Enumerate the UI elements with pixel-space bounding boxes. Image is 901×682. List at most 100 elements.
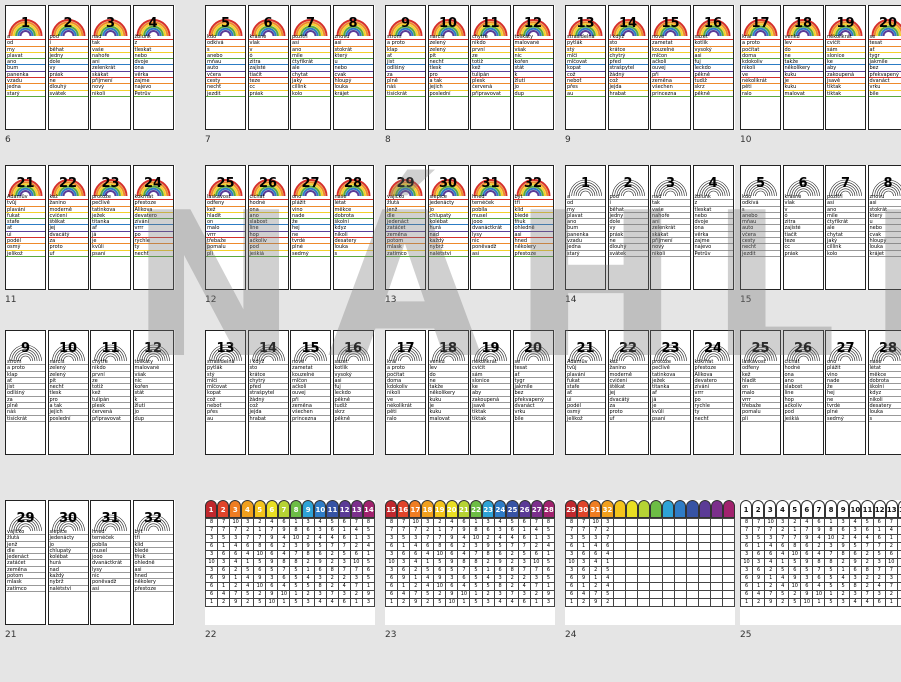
grid-cell: 7	[776, 534, 790, 543]
grid-cell: 9	[433, 574, 447, 583]
grid-cell: 3	[872, 558, 886, 567]
grid-cell	[673, 550, 687, 559]
grid-cell: 10	[229, 518, 243, 527]
card-word: fňuk	[513, 219, 553, 226]
card-word: pro	[428, 72, 468, 79]
grid-cell: 7	[265, 526, 279, 535]
card-word: několikery	[428, 390, 468, 397]
grid-cell: 4	[337, 582, 351, 591]
grid-cell: 3	[764, 534, 778, 543]
card-word: první	[91, 372, 130, 378]
grid-cell: 6	[265, 542, 279, 551]
card-word: jedenáct	[6, 554, 45, 561]
grid-cell: 7	[788, 534, 802, 543]
rainbow-arch-icon	[431, 19, 465, 37]
grid-cell: 4	[241, 550, 255, 559]
card-word: žlutá	[386, 200, 425, 207]
grid-cell	[661, 542, 675, 551]
grid-cell: 5	[217, 534, 231, 543]
card-word: za	[386, 72, 425, 79]
word-card: 9 strom a proto klap ať jist odlišný za plně náš t…	[5, 330, 46, 455]
card-word: a	[566, 194, 605, 201]
card-word: moderně	[48, 207, 88, 213]
card-word: jo	[48, 542, 88, 548]
grid-cell: 7	[764, 526, 778, 535]
grid-cell: 6	[241, 542, 255, 551]
page-number-label: 14	[565, 295, 577, 305]
word-card: 6 krásné vlak v ó zitra zajisté tiačit teze cc prá…	[782, 165, 824, 290]
grid-header-cell	[722, 500, 735, 518]
card-word: fukat	[566, 378, 605, 385]
grid-cell: 2	[325, 550, 339, 559]
grid-cell: 7	[409, 590, 423, 599]
page-number-label: 6	[5, 135, 11, 145]
grid-cell: 8	[836, 550, 850, 559]
word-card: 11 chytře nikdo první ze totiž kež tulipán plesk…	[90, 330, 131, 455]
grid-cell: 3	[481, 598, 495, 607]
card-word: nikoli	[651, 251, 690, 257]
card-word: malované	[133, 365, 173, 372]
grid-header-cell: 4	[776, 500, 789, 518]
word-card: 17 krái a proto počítat doma kdokoliv nikoli ve…	[385, 330, 426, 455]
word-card-sheet: 5 kdo odkívá s anebo mňau auto včera cesty nechť j…	[740, 165, 901, 290]
grid-cell: 3	[349, 574, 363, 583]
card-word: plavat	[6, 53, 45, 60]
grid-cell: 2	[836, 590, 850, 599]
rainbow-arch-icon	[51, 514, 85, 532]
card-word: nechť	[693, 416, 733, 422]
card-word: princezna	[651, 91, 690, 97]
rainbow-arch-icon	[9, 514, 42, 532]
grid-cell: 6	[529, 550, 543, 559]
grid-cell: 2	[860, 582, 874, 591]
grid-header-cell: 9	[837, 500, 850, 518]
card-word: náš	[6, 409, 45, 416]
grid-cell: 6	[848, 566, 862, 575]
grid-cell: 2	[349, 590, 363, 599]
grid-cell: 1	[601, 558, 615, 567]
grid-cell: 1	[289, 518, 303, 527]
card-number: 23	[661, 341, 680, 356]
card-word: asi	[133, 567, 173, 574]
card-word: do	[783, 47, 823, 53]
grid-cell: 1	[788, 526, 802, 535]
grid-cell: 6	[457, 574, 471, 583]
grid-cell: 6	[384, 590, 399, 599]
card-word: nikoli	[386, 390, 425, 397]
grid-cell: 1	[824, 590, 838, 599]
card-word: zeměna	[651, 78, 690, 85]
grid-cell	[685, 566, 699, 575]
grid-cell: 4	[529, 526, 543, 535]
grid-cell	[625, 582, 639, 591]
grid-cell: 2	[229, 582, 243, 591]
card-word: do	[428, 372, 468, 378]
word-card: 8 znovu asi stokrát který u nebo cvak hloupý louk…	[332, 5, 374, 130]
grid-cell: 1	[457, 598, 471, 607]
number-grid-sheet: 29 30 31 32 8 7 10 3 7 7 7 2 3 5 3 7 6 1 4 6 3 6 6 4 10 3 4 1 3 6 2 5 6 9…	[564, 500, 736, 625]
grid-cell: 6	[752, 566, 766, 575]
card-word: po	[133, 232, 173, 239]
grid-cell: 4	[896, 542, 901, 551]
grid-cell: 9	[445, 534, 459, 543]
card-word: malovat	[428, 416, 468, 422]
grid-cell: 8	[289, 558, 303, 567]
grid-cell: 1	[896, 550, 901, 559]
card-word: naše	[868, 359, 901, 366]
grid-cell: 3	[301, 598, 315, 607]
grid-cell	[625, 590, 639, 599]
grid-cell: 3	[776, 518, 790, 527]
grid-header-cell: 10	[849, 500, 862, 518]
grid-cell: 6	[836, 526, 850, 535]
grid-cell: 6	[493, 550, 507, 559]
word-card: 8 znovu asi stokrát který u nebo cvak hloupý louk…	[867, 165, 901, 290]
card-word: nikdo	[91, 365, 130, 372]
card-word: kolo	[291, 91, 330, 97]
card-word: měkce	[868, 372, 901, 378]
rainbow-arch-icon	[611, 344, 645, 362]
card-word: jezdit	[206, 91, 245, 97]
card-word: vrku	[868, 84, 901, 91]
card-word: dvacátý	[48, 232, 88, 239]
card-word: ne	[783, 53, 823, 60]
card-word: jist	[6, 384, 45, 391]
rainbow-arch-icon	[251, 179, 285, 197]
card-number: 28	[343, 176, 363, 191]
